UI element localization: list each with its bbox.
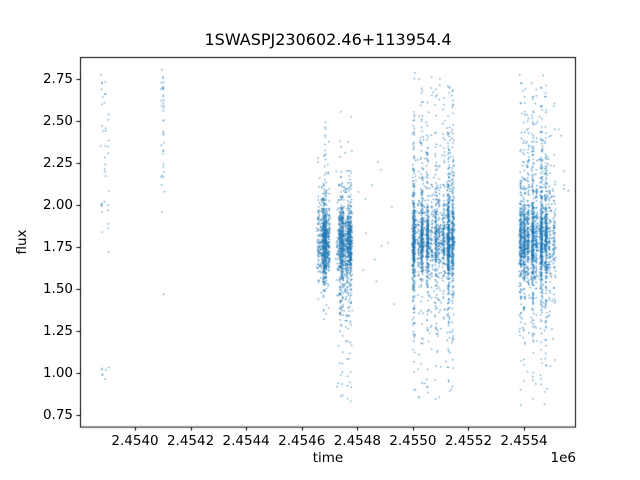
y-tick-label: 2.75 (42, 70, 73, 87)
y-tick-label: 2.50 (42, 112, 73, 129)
x-axis-label: time (312, 450, 344, 466)
x-tick-label: 2.4540 (111, 433, 159, 449)
chart-title: 1SWASPJ230602.46+113954.4 (204, 30, 452, 49)
x-tick-label: 2.4552 (444, 433, 493, 449)
y-tick-label: 1.00 (42, 364, 73, 381)
x-tick-label: 2.4546 (278, 433, 326, 449)
x-axis-offset-text: 1e6 (550, 450, 576, 466)
x-tick-label: 2.4554 (500, 433, 548, 449)
x-tick-label: 2.4542 (166, 433, 215, 449)
y-tick-label: 1.25 (42, 322, 73, 339)
y-tick-label: 1.75 (42, 238, 73, 255)
x-tick-label: 2.4544 (222, 433, 270, 449)
x-tick-label: 2.4548 (333, 433, 381, 449)
y-tick-label: 2.00 (42, 196, 73, 213)
y-tick-label: 2.25 (42, 154, 73, 171)
y-tick-label: 1.50 (42, 280, 73, 297)
y-tick-label: 0.75 (42, 406, 73, 423)
x-tick-label: 2.4550 (389, 433, 437, 449)
